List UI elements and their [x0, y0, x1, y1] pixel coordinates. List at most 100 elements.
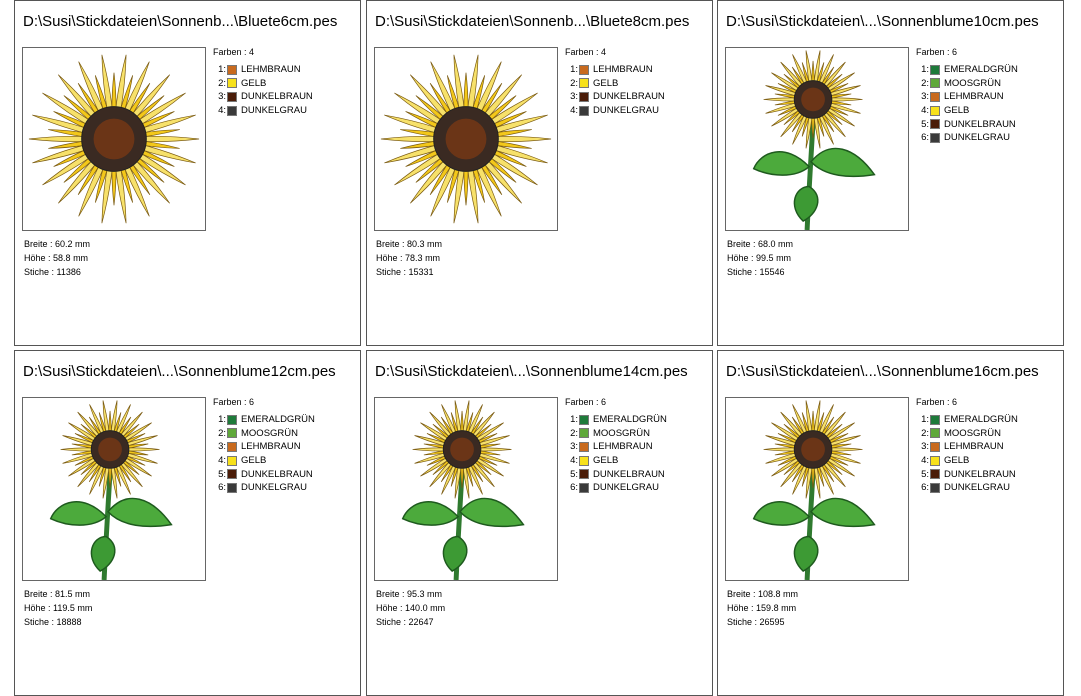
- design-stats: Breite : 68.0 mm Höhe : 99.5 mm Stiche :…: [727, 238, 793, 279]
- color-count-value: 6: [249, 397, 255, 407]
- thread-index: 1:: [570, 414, 578, 426]
- stitches-stat: Stiche : 22647: [376, 616, 445, 630]
- width-label: Breite :: [24, 239, 53, 249]
- height-value: 99.5 mm: [756, 252, 792, 263]
- thread-color-item: 2: GELB: [218, 77, 313, 91]
- stitches-label: Stiche :: [24, 266, 55, 277]
- thread-index: 4:: [570, 105, 578, 117]
- thread-index: 3:: [218, 91, 226, 103]
- thread-index: 2:: [921, 77, 929, 89]
- thread-color-item: 4: GELB: [921, 104, 1018, 118]
- thread-swatch: [579, 78, 589, 89]
- thread-swatch: [579, 91, 589, 102]
- design-card[interactable]: D:\Susi\Stickdateien\...\Sonnenblume12cm…: [14, 350, 361, 696]
- thread-color-item: 4: DUNKELGRAU: [218, 104, 313, 118]
- color-count-label: Farben : 6: [916, 47, 957, 57]
- thread-swatch: [930, 455, 940, 466]
- stitches-value: 15546: [759, 266, 785, 277]
- width-stat: Breite : 108.8 mm: [727, 588, 798, 602]
- design-card[interactable]: D:\Susi\Stickdateien\Sonnenb...\Bluete6c…: [14, 0, 361, 346]
- thread-index: 2:: [570, 77, 578, 89]
- design-stats: Breite : 95.3 mm Höhe : 140.0 mm Stiche …: [376, 588, 445, 629]
- thread-color-item: 5: DUNKELBRAUN: [921, 467, 1018, 481]
- thread-color-item: 1: EMERALDGRÜN: [921, 413, 1018, 427]
- stitches-label: Stiche :: [727, 616, 758, 627]
- thread-swatch: [579, 455, 589, 466]
- design-card[interactable]: D:\Susi\Stickdateien\...\Sonnenblume14cm…: [366, 350, 713, 696]
- height-label: Höhe :: [24, 602, 51, 613]
- thread-swatch: [930, 441, 940, 452]
- thread-swatch: [930, 482, 940, 493]
- thread-swatch: [579, 414, 589, 425]
- height-stat: Höhe : 99.5 mm: [727, 252, 793, 266]
- thread-name: LEHMBRAUN: [944, 441, 1004, 453]
- width-label: Breite :: [727, 589, 756, 599]
- height-label: Höhe :: [24, 252, 51, 263]
- thread-swatch: [930, 414, 940, 425]
- sunflower-bloom-icon[interactable]: [374, 47, 558, 231]
- thread-swatch: [579, 64, 589, 75]
- thread-color-item: 4: GELB: [921, 454, 1018, 468]
- thread-swatch: [227, 455, 237, 466]
- thread-color-item: 5: DUNKELBRAUN: [218, 467, 315, 481]
- height-stat: Höhe : 140.0 mm: [376, 602, 445, 616]
- color-count-value: 6: [952, 397, 958, 407]
- thread-name: MOOSGRÜN: [944, 427, 1001, 439]
- thread-index: 4:: [218, 105, 226, 117]
- thread-color-item: 2: GELB: [570, 77, 665, 91]
- thread-swatch: [579, 428, 589, 439]
- thread-name: DUNKELBRAUN: [241, 91, 313, 103]
- sunflower-stem-icon[interactable]: [22, 397, 206, 581]
- height-stat: Höhe : 159.8 mm: [727, 602, 798, 616]
- width-stat: Breite : 81.5 mm: [24, 588, 92, 602]
- design-stats: Breite : 108.8 mm Höhe : 159.8 mm Stiche…: [727, 588, 798, 629]
- thread-index: 6:: [921, 482, 929, 494]
- width-label: Breite :: [24, 589, 53, 599]
- thread-name: LEHMBRAUN: [593, 441, 653, 453]
- thread-index: 4:: [218, 455, 226, 467]
- design-stats: Breite : 80.3 mm Höhe : 78.3 mm Stiche :…: [376, 238, 442, 279]
- height-label: Höhe :: [376, 252, 403, 263]
- thread-index: 3:: [570, 91, 578, 103]
- stitches-value: 11386: [56, 266, 81, 277]
- thread-index: 4:: [921, 105, 929, 117]
- width-label: Breite :: [727, 239, 756, 249]
- thread-name: EMERALDGRÜN: [944, 64, 1018, 76]
- thread-swatch: [227, 78, 237, 89]
- thread-swatch: [930, 469, 940, 480]
- design-card[interactable]: D:\Susi\Stickdateien\Sonnenb...\Bluete8c…: [366, 0, 713, 346]
- thread-name: GELB: [944, 455, 970, 467]
- thread-name: DUNKELBRAUN: [593, 91, 665, 103]
- sunflower-stem-icon[interactable]: [725, 397, 909, 581]
- thread-name: GELB: [593, 77, 619, 89]
- thread-name: LEHMBRAUN: [944, 91, 1004, 103]
- thread-swatch: [579, 105, 589, 116]
- thread-color-item: 6: DUNKELGRAU: [921, 131, 1018, 145]
- thread-name: MOOSGRÜN: [944, 77, 1001, 89]
- thread-swatch: [227, 428, 237, 439]
- thread-swatch: [227, 64, 237, 75]
- thread-index: 3:: [921, 441, 929, 453]
- file-path-title: D:\Susi\Stickdateien\...\Sonnenblume12cm…: [23, 363, 336, 380]
- thread-name: LEHMBRAUN: [241, 441, 301, 453]
- color-count-label: Farben : 4: [565, 47, 606, 57]
- sunflower-stem-icon[interactable]: [725, 47, 909, 231]
- design-card[interactable]: D:\Susi\Stickdateien\...\Sonnenblume10cm…: [717, 0, 1064, 346]
- thread-name: LEHMBRAUN: [593, 64, 653, 76]
- thread-color-item: 3: LEHMBRAUN: [921, 90, 1018, 104]
- width-label: Breite :: [376, 589, 405, 599]
- sunflower-bloom-icon[interactable]: [22, 47, 206, 231]
- thread-color-list: 1: LEHMBRAUN 2: GELB 3: DUNKELBRAUN 4: DUNKELGR…: [218, 63, 313, 117]
- sunflower-stem-icon[interactable]: [374, 397, 558, 581]
- thread-color-item: 6: DUNKELGRAU: [921, 481, 1018, 495]
- design-card[interactable]: D:\Susi\Stickdateien\...\Sonnenblume16cm…: [717, 350, 1064, 696]
- color-count-value: 4: [249, 47, 255, 57]
- width-stat: Breite : 68.0 mm: [727, 238, 793, 252]
- thread-name: DUNKELGRAU: [944, 132, 1010, 144]
- thread-name: GELB: [241, 455, 267, 467]
- thread-index: 3:: [921, 91, 929, 103]
- thread-color-item: 1: LEHMBRAUN: [570, 63, 665, 77]
- width-stat: Breite : 60.2 mm: [24, 238, 90, 252]
- width-value: 95.3 mm: [407, 589, 443, 599]
- thread-name: GELB: [593, 455, 619, 467]
